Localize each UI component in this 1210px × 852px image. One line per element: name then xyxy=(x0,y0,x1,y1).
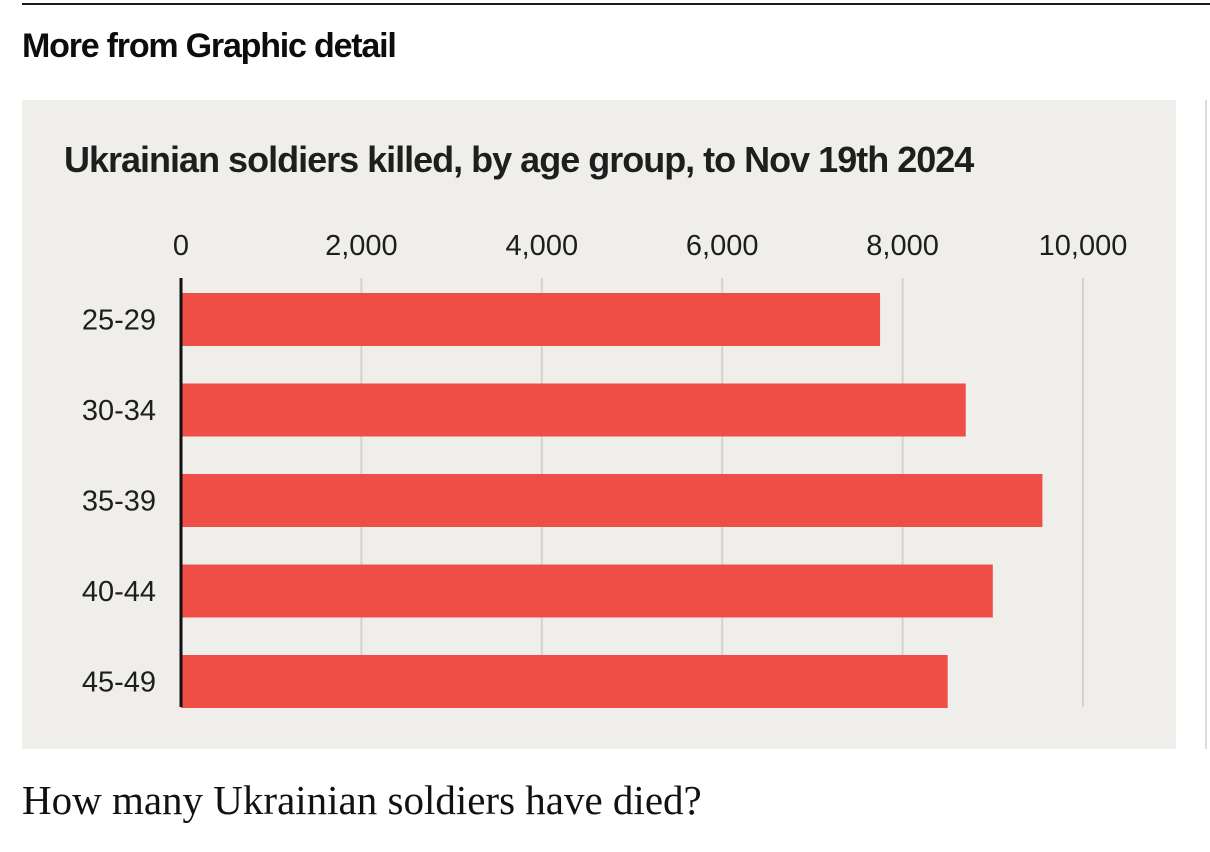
category-label-35-39: 35-39 xyxy=(82,486,156,518)
category-labels: 25-29 30-34 35-39 40-44 45-49 xyxy=(82,305,156,699)
bar-45-49 xyxy=(181,655,948,708)
x-tick-label-4000: 4,000 xyxy=(506,230,579,262)
article-title-link[interactable]: How many Ukrainian soldiers have died? xyxy=(22,777,702,823)
category-label-45-49: 45-49 xyxy=(82,667,156,699)
x-tick-label-10000: 10,000 xyxy=(1039,230,1128,262)
chart-title: Ukrainian soldiers killed, by age group,… xyxy=(64,139,974,180)
category-label-30-34: 30-34 xyxy=(82,395,156,427)
top-divider xyxy=(22,3,1210,5)
bar-chart: Ukrainian soldiers killed, by age group,… xyxy=(64,139,1127,708)
bar-40-44 xyxy=(181,564,993,618)
category-label-25-29: 25-29 xyxy=(82,305,156,337)
x-axis-ticks: 0 2,000 4,000 6,000 8,000 10,000 xyxy=(173,230,1127,262)
chart-card-link[interactable]: Ukrainian soldiers killed, by age group,… xyxy=(22,100,1176,749)
x-tick-label-6000: 6,000 xyxy=(686,230,759,262)
bar-30-34 xyxy=(181,383,966,437)
bars xyxy=(181,293,1043,708)
x-tick-label-2000: 2,000 xyxy=(325,230,398,262)
x-tick-label-8000: 8,000 xyxy=(866,230,939,262)
x-tick-label-0: 0 xyxy=(173,230,189,262)
next-card-edge xyxy=(1205,100,1207,749)
bar-25-29 xyxy=(181,293,881,346)
bar-35-39 xyxy=(181,474,1043,527)
category-label-40-44: 40-44 xyxy=(82,576,156,608)
section-heading: More from Graphic detail xyxy=(22,27,397,65)
